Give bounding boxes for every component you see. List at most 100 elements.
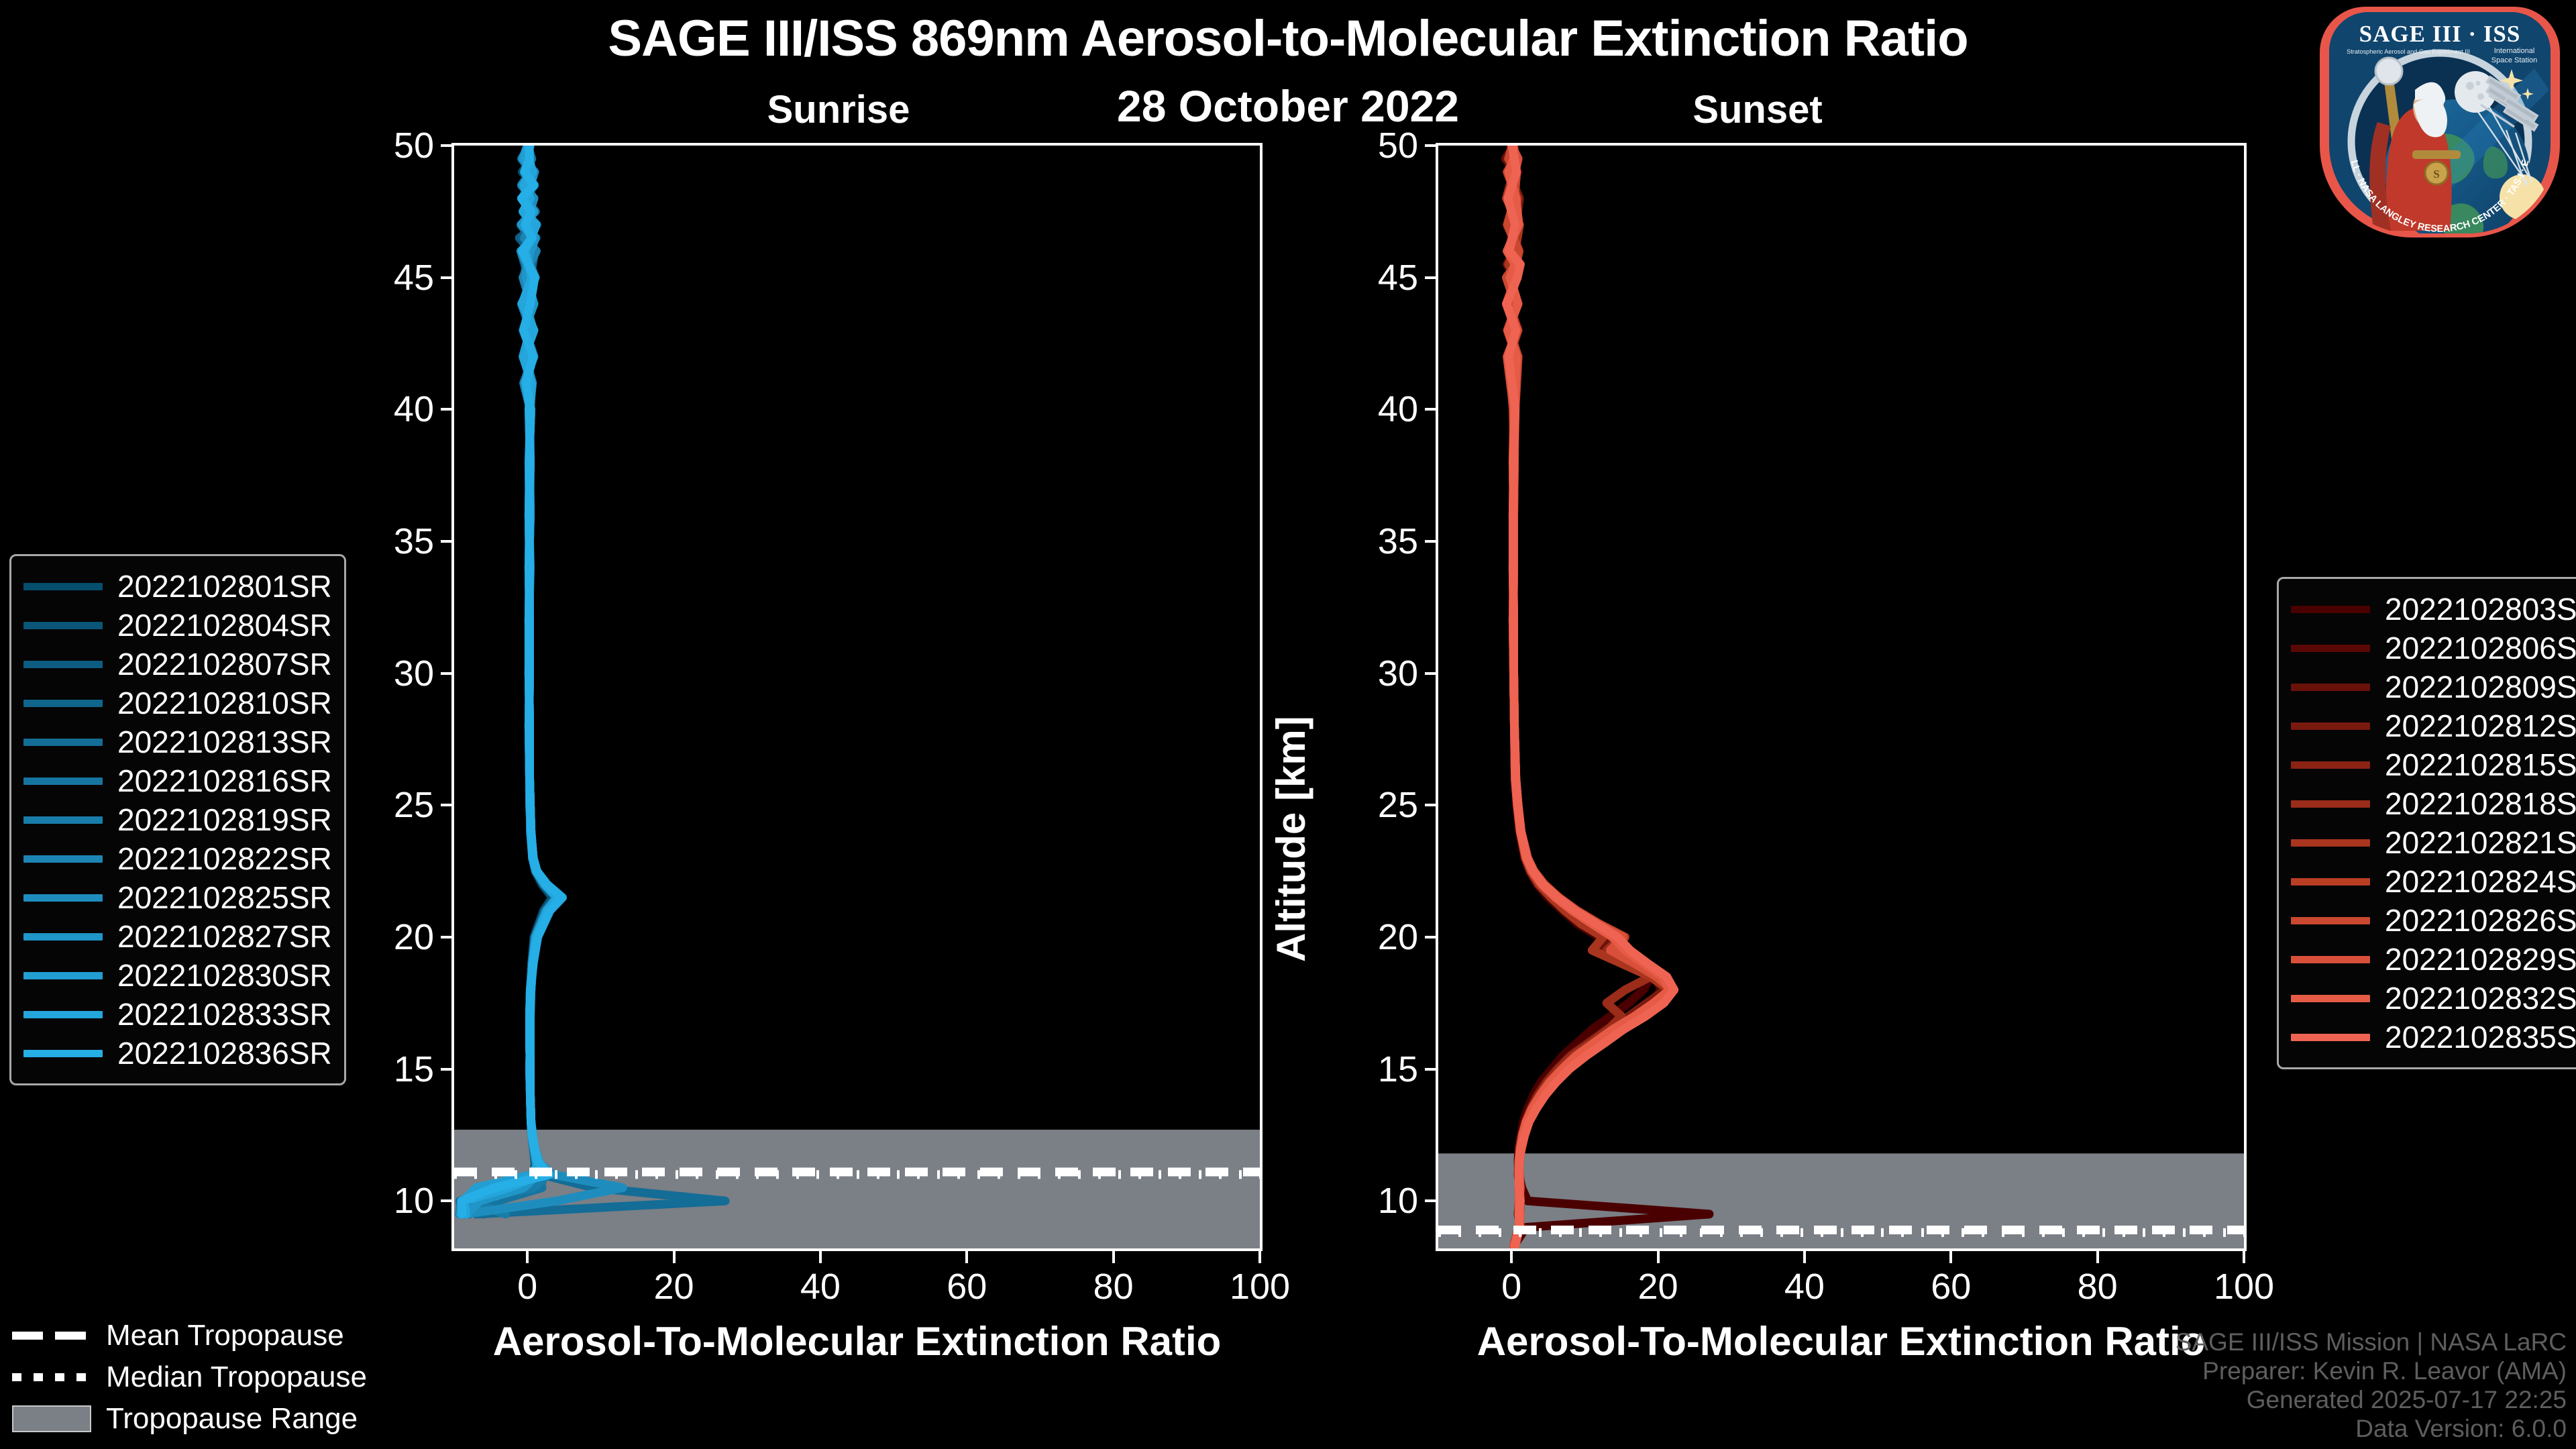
credits-line-data-version: Data Version: 6.0.0 <box>2355 1415 2567 1443</box>
legend-item[interactable]: 2022102833SR <box>23 995 332 1034</box>
profile-line <box>464 146 565 1219</box>
legend-label-median-tropopause: Median Tropopause <box>106 1360 367 1393</box>
legend-item[interactable]: 2022102806SS <box>2291 629 2576 667</box>
legend-item[interactable]: 2022102836SR <box>23 1034 332 1073</box>
legend-label: 2022102821SS <box>2385 825 2576 860</box>
legend-item[interactable]: 2022102810SR <box>23 684 332 722</box>
legend-item[interactable]: 2022102803SS <box>2291 590 2576 629</box>
profile-line <box>472 146 730 1219</box>
legend-item[interactable]: 2022102818SS <box>2291 784 2576 823</box>
legend-color-swatch <box>2291 1033 2370 1041</box>
legend-color-swatch <box>23 738 103 746</box>
legend-item[interactable]: 2022102819SR <box>23 800 332 839</box>
credits-line-preparer: Preparer: Kevin R. Leavor (AMA) <box>2202 1357 2567 1385</box>
legend-item[interactable]: 2022102815SS <box>2291 745 2576 784</box>
legend-label: 2022102807SR <box>117 647 332 682</box>
tropopause-legend: Mean Tropopause Median Tropopause Tropop… <box>12 1315 367 1440</box>
logo-subtitle-right-2: Space Station <box>2491 56 2538 64</box>
y-tick-label: 30 <box>1377 653 1418 694</box>
legend-color-swatch <box>23 1049 103 1057</box>
profile-line <box>1502 146 1676 1248</box>
sunset-legend[interactable]: 2022102803SS 2022102806SS 2022102809SS 2022… <box>2277 577 2576 1069</box>
legend-color-swatch <box>23 855 103 863</box>
legend-item[interactable]: 2022102822SR <box>23 839 332 878</box>
legend-color-swatch <box>23 816 103 824</box>
sunset-plot-area[interactable] <box>1436 143 2247 1251</box>
legend-color-swatch <box>23 699 103 707</box>
legend-color-swatch <box>2291 683 2370 691</box>
legend-label: 2022102809SS <box>2385 669 2576 704</box>
legend-item[interactable]: 2022102830SR <box>23 956 332 995</box>
x-tick-label: 0 <box>1501 1267 1522 1307</box>
credits-line-generated: Generated 2025-07-17 22:25 <box>2246 1386 2567 1414</box>
logo-subtitle-right-1: International <box>2494 47 2535 55</box>
y-tick-mark <box>1425 935 1437 938</box>
legend-item[interactable]: 2022102821SS <box>2291 823 2576 862</box>
x-tick-label: 0 <box>517 1267 538 1307</box>
logo-iss <box>2480 75 2539 132</box>
dotted-line-icon <box>12 1373 91 1381</box>
y-tick-label: 25 <box>1377 785 1418 826</box>
y-tick-mark <box>441 1067 453 1071</box>
profile-line <box>458 146 561 1219</box>
y-tick-label: 40 <box>1377 389 1418 430</box>
x-tick-mark <box>1510 1251 1513 1263</box>
legend-label: 2022102830SR <box>117 958 332 993</box>
legend-item[interactable]: 2022102807SR <box>23 645 332 684</box>
legend-color-swatch <box>2291 955 2370 963</box>
legend-color-swatch <box>2291 839 2370 847</box>
range-swatch-icon <box>12 1405 91 1432</box>
legend-item[interactable]: 2022102832SS <box>2291 979 2576 1018</box>
sunrise-plot-area[interactable] <box>451 143 1263 1251</box>
y-tick-label: 35 <box>1377 521 1418 561</box>
legend-label: 2022102818SS <box>2385 786 2576 821</box>
legend-label: 2022102835SS <box>2385 1020 2576 1055</box>
legend-item[interactable]: 2022102825SR <box>23 878 332 917</box>
y-tick-mark <box>441 539 453 543</box>
profile-line <box>1501 146 1674 1248</box>
legend-color-swatch <box>2291 605 2370 613</box>
y-tick-mark <box>1425 804 1437 807</box>
y-tick-mark <box>441 935 453 938</box>
profile-line <box>455 146 560 1219</box>
legend-label: 2022102827SR <box>117 919 332 954</box>
legend-label: 2022102804SR <box>117 608 332 643</box>
legend-item[interactable]: 2022102801SR <box>23 567 332 606</box>
y-tick-label: 45 <box>393 257 434 298</box>
tropopause-range-band <box>454 1130 1260 1248</box>
profile-line <box>1503 146 1674 1248</box>
legend-item[interactable]: 2022102827SR <box>23 917 332 956</box>
legend-item[interactable]: 2022102804SR <box>23 606 332 645</box>
y-axis-label: Altitude [km] <box>1269 715 1313 962</box>
legend-item[interactable]: 2022102829SS <box>2291 940 2576 979</box>
x-tick-mark <box>1949 1251 1953 1263</box>
legend-color-swatch <box>2291 916 2370 924</box>
legend-label: 2022102801SR <box>117 569 332 604</box>
legend-item[interactable]: 2022102812SS <box>2291 706 2576 745</box>
svg-text:S: S <box>2433 168 2439 180</box>
x-tick-label: 80 <box>2077 1267 2118 1307</box>
y-tick-label: 35 <box>393 521 434 561</box>
y-tick-mark <box>441 672 453 675</box>
logo-title: SAGE III · ISS <box>2359 21 2521 47</box>
legend-label: 2022102829SS <box>2385 942 2576 977</box>
legend-item[interactable]: 2022102824SS <box>2291 862 2576 901</box>
legend-label: 2022102813SR <box>117 724 332 759</box>
y-tick-label: 50 <box>1377 125 1418 166</box>
sunrise-legend[interactable]: 2022102801SR 2022102804SR 2022102807SR 2022… <box>9 554 346 1085</box>
legend-label-tropopause-range: Tropopause Range <box>106 1402 358 1435</box>
x-tick-mark <box>1656 1251 1660 1263</box>
legend-item[interactable]: 2022102816SR <box>23 761 332 800</box>
legend-item[interactable]: 2022102835SS <box>2291 1018 2576 1057</box>
profile-line <box>460 146 627 1219</box>
profile-line <box>468 146 566 1219</box>
legend-item[interactable]: 2022102813SR <box>23 722 332 761</box>
legend-label: 2022102826SS <box>2385 903 2576 938</box>
legend-item[interactable]: 2022102826SS <box>2291 901 2576 940</box>
legend-item-median-tropopause: Median Tropopause <box>12 1356 367 1398</box>
x-tick-label: 20 <box>1638 1267 1678 1307</box>
legend-item[interactable]: 2022102809SS <box>2291 667 2576 706</box>
credits-block: SAGE III/ISS Mission | NASA LaRC Prepare… <box>2176 1328 2567 1444</box>
x-tick-mark <box>1112 1251 1115 1263</box>
legend-label: 2022102832SS <box>2385 981 2576 1016</box>
